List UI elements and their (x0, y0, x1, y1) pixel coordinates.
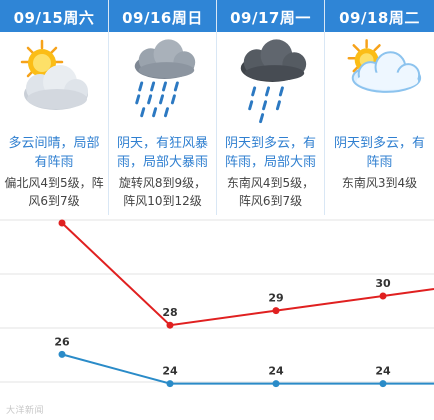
series-0-label-2: 29 (268, 292, 283, 305)
series-0-point-0 (58, 219, 66, 227)
day-description: 阴天到多云，有阵雨 (333, 136, 425, 170)
partly-cloudy-sun-icon (20, 39, 88, 110)
day-column-3: 09/18周二 阴天到多云，有阵雨 东南风3到4级 (324, 0, 434, 215)
day-wind: 东南风3到4级 (341, 176, 418, 190)
day-column-0: 09/15周六 多云间晴，局部有阵雨 偏北风4到5级，阵风6到7级 (0, 0, 108, 215)
day-date: 09/16周日 (109, 0, 216, 32)
heavy-rain-cloud-icon (134, 39, 196, 118)
series-1-point-1 (166, 380, 174, 388)
series-1-point-3 (379, 380, 387, 388)
series-0-point-1 (166, 321, 174, 329)
series-1-label-3: 24 (375, 365, 391, 378)
series-0-point-3 (379, 292, 387, 300)
forecast-panel: 09/15周六 多云间晴，局部有阵雨 偏北风4到5级，阵风6到7级 09/16周… (0, 0, 434, 215)
day-column-2: 09/17周一 阴天到多云，有阵雨，局部大雨 东南风4到5级，阵风6到7级 (216, 0, 324, 215)
series-1-point-2 (272, 380, 280, 388)
series-0-label-0: 35 (54, 215, 69, 217)
sun-behind-cloud-icon (347, 39, 422, 93)
day-wind: 旋转风8到9级，阵风10到12级 (118, 176, 207, 208)
day-column-1: 09/16周日 阴天，有狂风暴雨，局部大暴雨 旋转风8到9级，阵风10到12级 (108, 0, 216, 215)
day-description: 阴天，有狂风暴雨，局部大暴雨 (116, 136, 208, 170)
series-1-label-0: 26 (54, 335, 70, 348)
day-date: 09/15周六 (0, 0, 108, 32)
series-0-point-2 (272, 307, 280, 315)
series-0-label-1: 28 (162, 306, 177, 319)
day-date: 09/18周二 (325, 0, 434, 32)
series-1-point-0 (58, 350, 66, 358)
day-wind: 偏北风4到5级，阵风6到7级 (4, 176, 104, 208)
temperature-chart-svg: 35 28 29 30 26 24 24 24 (0, 215, 434, 388)
series-1-label-1: 24 (162, 365, 178, 378)
dark-rain-cloud-icon (240, 39, 307, 124)
day-date: 09/17周一 (217, 0, 324, 32)
day-description: 多云间晴，局部有阵雨 (8, 136, 100, 170)
temperature-chart: 35 28 29 30 26 24 24 24 大洋新闻 (0, 215, 434, 420)
day-description: 阴天到多云，有阵雨，局部大雨 (224, 136, 316, 170)
series-1-label-2: 24 (268, 365, 284, 378)
watermark: 大洋新闻 (6, 406, 45, 416)
series-0-label-3: 30 (375, 277, 391, 290)
day-wind: 东南风4到5级，阵风6到7级 (226, 176, 315, 208)
